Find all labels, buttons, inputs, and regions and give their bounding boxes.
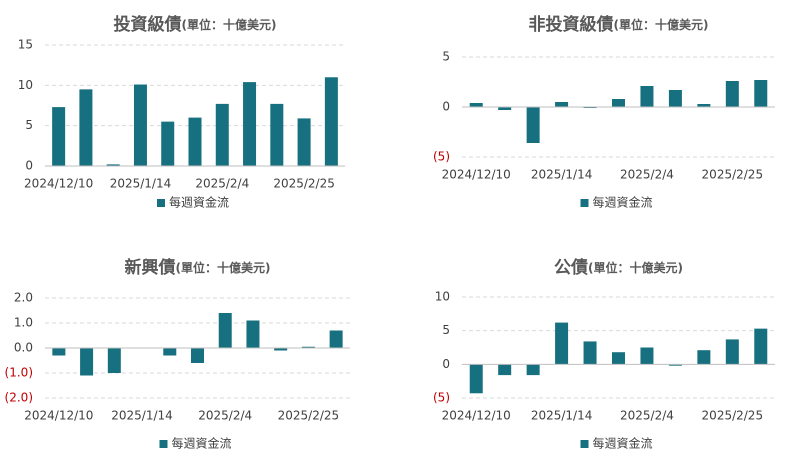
bar (161, 121, 175, 166)
y-tick-label: 2.0 (14, 291, 33, 305)
y-tick-label: (5) (433, 391, 450, 405)
x-tick-label: 2025/1/14 (111, 409, 173, 423)
title-unit: (單位：十億美元) (182, 17, 277, 32)
y-tick-label: 0 (442, 357, 450, 371)
legend-swatch (580, 199, 589, 207)
bar (243, 82, 257, 166)
bar (246, 320, 260, 348)
x-tick-label: 2025/2/25 (278, 409, 340, 423)
y-tick-label: 15 (18, 38, 33, 52)
bar (469, 364, 483, 394)
bar (218, 313, 232, 348)
title-unit: (單位：十億美元) (176, 260, 271, 275)
x-tick-label: 2024/12/10 (24, 409, 93, 423)
bar (754, 80, 768, 107)
y-tick-label: 5 (442, 323, 450, 337)
bar (79, 89, 93, 166)
legend-label: 每週資金流 (593, 195, 653, 210)
chart-title: 非投資級債(單位：十億美元) (529, 14, 709, 35)
legend-label: 每週資金流 (169, 195, 229, 210)
title-main: 公債 (554, 257, 588, 278)
bar (612, 352, 625, 365)
bar (52, 107, 66, 166)
y-tick-label: 0 (442, 100, 450, 114)
x-tick-label: 2025/1/14 (110, 177, 172, 191)
bar (163, 348, 177, 356)
bar (191, 348, 204, 363)
y-tick-label: 0.0 (14, 341, 33, 355)
bar (324, 77, 338, 166)
chart-panel: 公債(單位：十億美元) (5) 0 5 10 2024/12/10 2025/1/14 202… (433, 257, 775, 451)
legend-swatch (580, 440, 589, 448)
y-tick-label: 5 (442, 50, 450, 64)
bar (133, 84, 147, 166)
bar (697, 350, 711, 365)
x-tick-label: 2025/2/4 (620, 168, 674, 182)
y-tick-label: (5) (433, 150, 450, 164)
bar (80, 348, 94, 376)
legend-label: 每週資金流 (172, 436, 232, 451)
x-tick-label: 2024/12/10 (442, 409, 511, 423)
x-tick-label: 2025/2/4 (195, 177, 249, 191)
y-tick-label: 0 (25, 159, 33, 173)
bar (555, 322, 569, 365)
title-main: 新興債 (125, 257, 176, 278)
title-unit: (單位：十億美元) (614, 17, 709, 32)
title-main: 投資級債 (114, 14, 182, 35)
y-tick-label: 10 (18, 78, 33, 92)
bar (469, 103, 483, 107)
bar (52, 348, 66, 356)
chart-panel: 新興債(單位：十億美元) (2.0) (1.0) 0.0 1.0 2.0 2024/12/1… (5, 257, 350, 451)
y-tick-label: (1.0) (5, 366, 33, 380)
bar (612, 99, 625, 107)
bar (329, 330, 343, 348)
bar (725, 81, 739, 107)
legend-swatch (159, 440, 168, 448)
legend-label: 每週資金流 (593, 436, 653, 451)
x-tick-label: 2024/12/10 (24, 177, 93, 191)
y-tick-label: (2.0) (5, 391, 33, 405)
x-tick-label: 2025/2/4 (198, 409, 252, 423)
bar (640, 347, 654, 365)
y-tick-label: 5 (25, 118, 33, 132)
chart-panel: 非投資級債(單位：十億美元) (5) 0 5 2024/12/10 2025/1/14 20… (433, 14, 775, 210)
bar (270, 103, 284, 166)
bar (274, 348, 288, 351)
bar (107, 348, 121, 373)
bar (555, 102, 569, 107)
chart-panel: 投資級債(單位：十億美元) 0 5 10 15 2024/12/10 2025/1/14 20… (18, 14, 345, 210)
legend-swatch (157, 199, 165, 207)
x-tick-label: 2025/2/25 (702, 168, 764, 182)
x-tick-label: 2025/2/25 (273, 177, 335, 191)
y-tick-label: 10 (435, 290, 450, 304)
bar (526, 107, 540, 143)
chart-title: 新興債(單位：十億美元) (125, 257, 271, 278)
bar (668, 364, 682, 366)
x-tick-label: 2025/2/4 (620, 409, 674, 423)
bar (498, 364, 512, 376)
bar (697, 104, 711, 107)
bar (640, 86, 654, 107)
chart-title: 投資級債(單位：十億美元) (114, 14, 277, 35)
bar (668, 90, 682, 107)
x-tick-label: 2025/2/25 (702, 409, 764, 423)
bar (498, 107, 512, 110)
bar (106, 164, 120, 166)
x-tick-label: 2025/1/14 (531, 168, 593, 182)
bar (583, 341, 597, 365)
title-unit: (單位：十億美元) (588, 260, 683, 275)
x-tick-label: 2025/1/14 (531, 409, 593, 423)
chart-title: 公債(單位：十億美元) (554, 257, 683, 278)
y-tick-label: 1.0 (14, 316, 33, 330)
bar (215, 103, 229, 166)
bar (301, 346, 315, 348)
x-tick-label: 2024/12/10 (442, 168, 511, 182)
bar (725, 339, 739, 365)
bar (526, 364, 540, 376)
bar (297, 118, 311, 166)
bar (754, 328, 768, 365)
bar (188, 117, 202, 166)
title-main: 非投資級債 (529, 14, 614, 35)
